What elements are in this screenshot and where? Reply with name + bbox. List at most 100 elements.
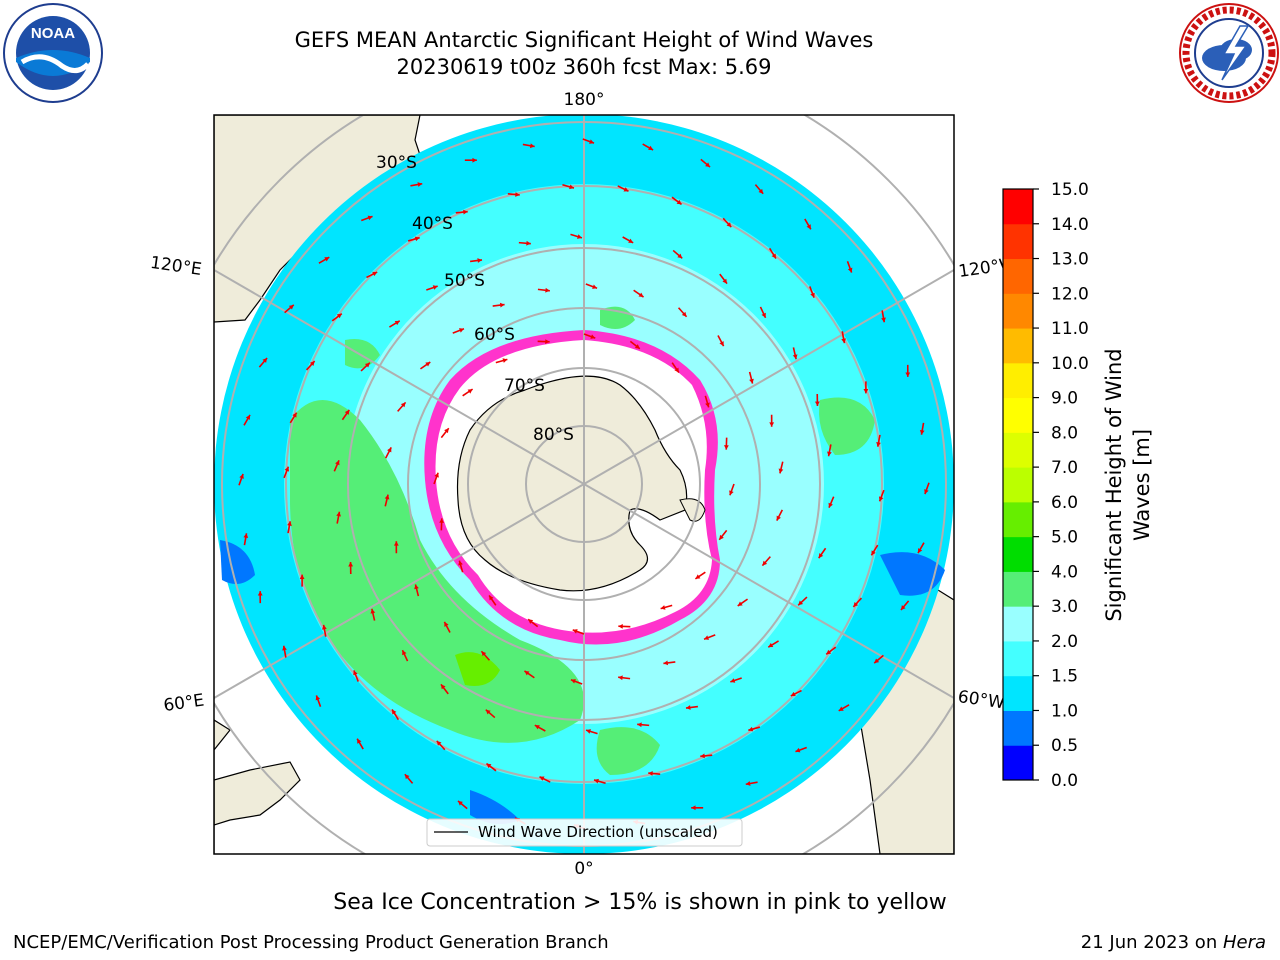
lat-label-70s: 70°S (504, 376, 545, 396)
wave-direction-arrowhead (467, 389, 473, 394)
wave-direction-arrowhead (400, 402, 406, 408)
colorbar-bin (1003, 223, 1033, 260)
wave-direction-arrowhead (529, 143, 535, 149)
wave-direction-arrowhead (847, 267, 853, 273)
wave-direction-arrowhead (481, 651, 487, 657)
colorbar-tick-label: 10.0 (1051, 354, 1089, 374)
wave-direction-arrowhead (648, 771, 653, 776)
wave-direction-arrowhead (545, 287, 550, 293)
wave-direction-arrowhead (778, 468, 784, 474)
wave-direction-arrowhead (814, 401, 820, 406)
wave-direction-arrowhead (472, 157, 477, 163)
colorbar-tick-label: 8.0 (1051, 423, 1078, 443)
wave-direction-arrowhead (924, 489, 929, 495)
colorbar-bin (1003, 189, 1033, 225)
wave-direction-arrowhead (589, 139, 595, 144)
wave-direction-arrowhead (841, 338, 846, 344)
wave-direction-arrowhead (637, 722, 642, 728)
nws-logo (1179, 3, 1279, 103)
colorbar-tick-label: 1.0 (1051, 701, 1078, 721)
wave-direction-arrowhead (618, 623, 623, 629)
wave-direction-arrowhead (353, 670, 358, 676)
wave-direction-arrowhead (436, 740, 442, 746)
wave-direction-arrowhead (526, 240, 531, 246)
wave-direction-arrowhead (798, 600, 804, 606)
colorbar-bin (1003, 536, 1033, 572)
machine-name: Hera (1222, 932, 1266, 953)
wave-direction-arrowhead (392, 709, 397, 715)
colorbar-bin (1003, 501, 1033, 538)
colorbar-tick-label: 15.0 (1051, 180, 1089, 200)
wave-direction-arrowhead (425, 362, 431, 367)
wave-direction-arrowhead (357, 738, 362, 744)
wave-direction-arrowhead (748, 726, 754, 732)
colorbar-tick-label: 1.5 (1051, 667, 1078, 687)
wave-direction-arrowhead (324, 257, 330, 262)
wind-wave-arrows (238, 138, 930, 830)
wave-direction-arrowhead (502, 358, 508, 363)
wave-direction-arrowhead (826, 649, 832, 655)
credit-text: NCEP/EMC/Verification Post Processing Pr… (13, 932, 609, 953)
lon-label-0: 0° (574, 859, 593, 879)
wave-direction-arrowhead (828, 502, 833, 508)
map-legend: Wind Wave Direction (unscaled) (426, 818, 743, 847)
wave-direction-arrowhead (590, 334, 596, 339)
lon-label-180: 180° (564, 90, 605, 110)
date-text: 21 Jun 2023 on Hera (1080, 932, 1266, 953)
wave-direction-arrowhead (486, 763, 492, 769)
wave-direction-arrowhead (660, 605, 666, 610)
wave-direction-arrowhead (776, 515, 781, 521)
colorbar-tick-label: 7.0 (1051, 458, 1078, 478)
wave-direction-arrowhead (900, 605, 906, 611)
wave-direction-arrowhead (459, 328, 464, 333)
wave-direction-arrowhead (827, 451, 832, 457)
wave-direction-arrowhead (881, 317, 886, 323)
wave-direction-arrowhead (876, 441, 881, 447)
wave-direction-arrowhead (384, 494, 390, 500)
wave-direction-arrowhead (705, 402, 710, 408)
wave-direction-arrowhead (367, 215, 373, 221)
colorbar-tick-label: 13.0 (1051, 250, 1089, 270)
colorbar-bin (1003, 432, 1033, 468)
colorbar-bin (1003, 710, 1033, 746)
wave-direction-arrowhead (439, 518, 445, 523)
wave-direction-arrowhead (243, 533, 249, 539)
wave-direction-arrowhead (723, 445, 729, 450)
wave-direction-arrowhead (245, 414, 251, 420)
wave-direction-arrowhead (387, 447, 392, 453)
sea-ice-note: Sea Ice Concentration > 15% is shown in … (333, 890, 947, 915)
colorbar-tick-label: 14.0 (1051, 215, 1089, 235)
lat-label-40s: 40°S (412, 214, 453, 234)
wave-direction-arrowhead (489, 595, 494, 601)
lon-label-60e: 60°E (162, 691, 205, 716)
lat-label-30s: 30°S (376, 153, 417, 173)
wave-direction-arrowhead (570, 679, 576, 684)
wave-direction-arrowhead (730, 678, 736, 683)
colorbar-tick-label: 0.0 (1051, 771, 1078, 791)
colorbar-frame (1002, 188, 1034, 781)
wave-direction-arrowhead (414, 236, 420, 242)
wave-direction-arrowhead (262, 357, 268, 363)
wave-direction-arrowhead (404, 774, 410, 780)
colorbar-bin (1003, 640, 1033, 677)
wave-direction-arrowhead (685, 705, 691, 710)
svg-text:NOAA: NOAA (31, 25, 75, 42)
wave-direction-arrowhead (594, 778, 599, 784)
wave-direction-arrowhead (745, 781, 751, 786)
wave-direction-arrowhead (919, 429, 925, 435)
wave-direction-arrowhead (663, 660, 669, 666)
colorbar-tick-label: 3.0 (1051, 597, 1078, 617)
wave-direction-arrowhead (344, 409, 350, 415)
wave-direction-arrowhead (440, 684, 446, 690)
wave-direction-arrowhead (444, 621, 449, 627)
colorbar-bin (1003, 745, 1033, 781)
colorbar-tick-label: 0.5 (1051, 736, 1078, 756)
wave-direction-arrowhead (719, 534, 724, 540)
wave-direction-arrowhead (524, 670, 530, 676)
colorbar-bin (1003, 606, 1033, 642)
wave-direction-arrowhead (309, 361, 315, 366)
wave-direction-arrowhead (863, 388, 869, 394)
wave-direction-arrowhead (370, 608, 376, 614)
wave-direction-arrowhead (917, 548, 923, 554)
wave-direction-arrowhead (534, 725, 540, 730)
